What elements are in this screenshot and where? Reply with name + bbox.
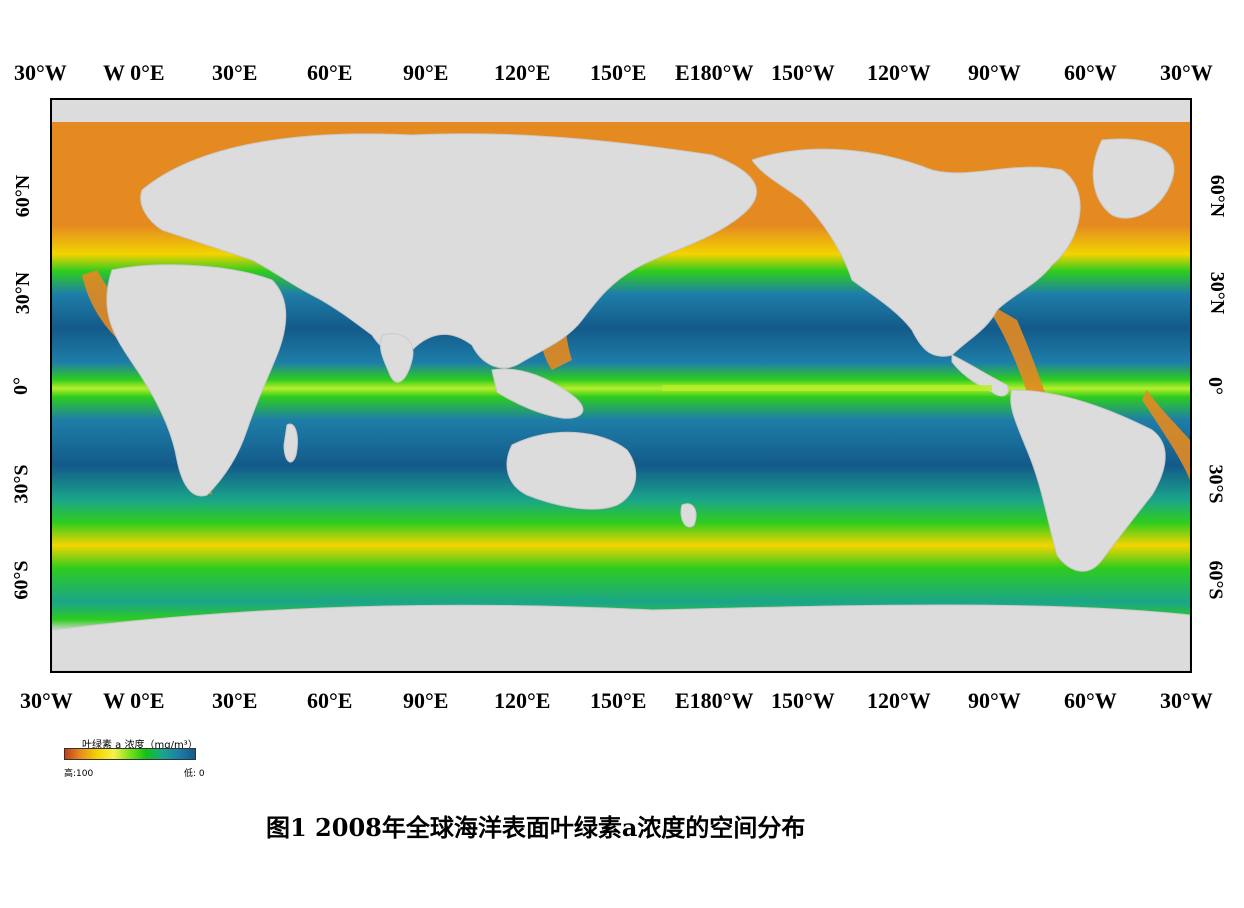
central-america bbox=[951, 354, 1009, 397]
equatorial-band bbox=[662, 385, 992, 391]
bottom-lon-label: 60°E bbox=[307, 688, 353, 713]
bottom-lon-label: 60°W bbox=[1064, 688, 1117, 713]
left-lat-label: 30°S bbox=[10, 464, 33, 504]
india bbox=[379, 333, 414, 383]
map-graphic bbox=[52, 100, 1190, 671]
top-lon-label: 150°E bbox=[590, 60, 647, 85]
bottom-lon-label: 90°W bbox=[968, 688, 1021, 713]
bottom-lon-label: 120°E bbox=[494, 688, 551, 713]
land-masses bbox=[52, 133, 1190, 671]
figure-caption: 图1 2008年全球海洋表面叶绿素a浓度的空间分布 bbox=[266, 813, 806, 842]
chlorophyll-map bbox=[50, 98, 1192, 673]
bottom-lon-label: E180°W bbox=[675, 688, 754, 713]
top-lon-label: 120°W bbox=[867, 60, 931, 85]
left-lat-label: 60°S bbox=[10, 560, 33, 600]
antarctica bbox=[52, 604, 1190, 671]
new-zealand bbox=[680, 503, 697, 528]
bottom-lon-label: 150°W bbox=[771, 688, 835, 713]
right-lat-label: 60°N bbox=[1206, 174, 1229, 218]
top-lon-label: 90°E bbox=[403, 60, 449, 85]
south-america bbox=[1010, 389, 1166, 572]
top-lon-label: W 0°E bbox=[103, 60, 165, 85]
left-lat-label: 60°N bbox=[12, 174, 35, 218]
top-lon-label: 150°W bbox=[771, 60, 835, 85]
bottom-lon-label: 150°E bbox=[590, 688, 647, 713]
top-lon-label: E180°W bbox=[675, 60, 754, 85]
bottom-lon-label: 30°E bbox=[212, 688, 258, 713]
north-america bbox=[751, 148, 1081, 357]
top-lon-label: 120°E bbox=[494, 60, 551, 85]
left-lat-label: 0° bbox=[10, 377, 32, 395]
top-lon-label: 90°W bbox=[968, 60, 1021, 85]
legend-title: 叶绿素 a 浓度（mg/m³） bbox=[82, 740, 198, 751]
greenland bbox=[1092, 138, 1175, 219]
arctic-region bbox=[52, 100, 1190, 122]
southeast-asia bbox=[491, 368, 584, 419]
right-lat-label: 60°S bbox=[1204, 560, 1227, 600]
bottom-lon-label: 120°W bbox=[867, 688, 931, 713]
legend-low-label: 低: 0 bbox=[184, 769, 205, 779]
top-lon-label: 30°W bbox=[1160, 60, 1213, 85]
color-legend: 叶绿素 a 浓度（mg/m³） 高:100 低: 0 bbox=[64, 736, 224, 780]
right-lat-label: 30°S bbox=[1204, 464, 1227, 504]
legend-high-label: 高:100 bbox=[64, 769, 94, 779]
right-lat-label: 30°N bbox=[1206, 271, 1229, 315]
top-lon-label: 30°E bbox=[212, 60, 258, 85]
bottom-lon-label: 90°E bbox=[403, 688, 449, 713]
legend-gradient-bar bbox=[64, 748, 196, 760]
eurasia bbox=[140, 133, 757, 369]
top-lon-label: 60°W bbox=[1064, 60, 1117, 85]
africa bbox=[106, 264, 287, 497]
bottom-lon-label: W 0°E bbox=[103, 688, 165, 713]
right-lat-label: 0° bbox=[1204, 377, 1226, 395]
australia bbox=[506, 431, 637, 510]
top-lon-label: 30°W bbox=[14, 60, 67, 85]
madagascar bbox=[283, 423, 298, 463]
bottom-lon-label: 30°W bbox=[1160, 688, 1213, 713]
top-lon-label: 60°E bbox=[307, 60, 353, 85]
left-lat-label: 30°N bbox=[12, 271, 35, 315]
bottom-lon-label: 30°W bbox=[20, 688, 73, 713]
